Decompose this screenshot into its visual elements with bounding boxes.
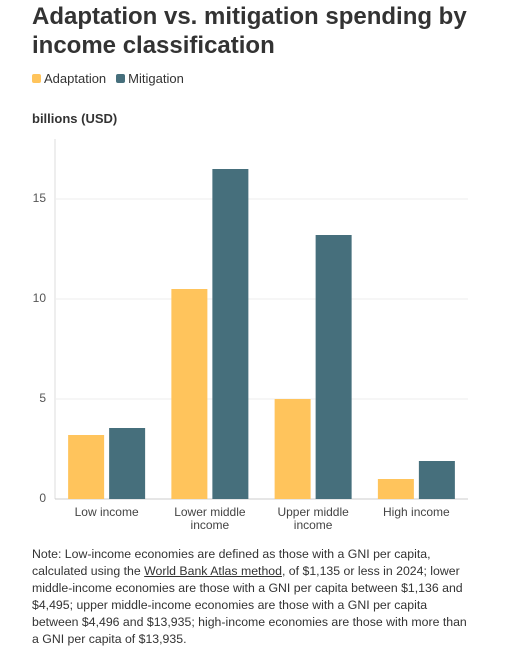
legend-item: Adaptation: [32, 71, 106, 86]
x-tick-label: Low income: [74, 505, 139, 519]
legend-label: Mitigation: [128, 71, 184, 86]
y-tick-label: 5: [39, 391, 46, 405]
y-tick-label: 15: [33, 191, 47, 205]
bar: [212, 169, 249, 499]
legend-item: Mitigation: [116, 71, 184, 86]
bar: [315, 235, 352, 499]
y-axis-label: billions (USD): [32, 111, 118, 126]
y-tick-label: 0: [39, 491, 46, 505]
note-text: Note: Low-income economies are defined a…: [32, 547, 431, 578]
bar: [274, 399, 311, 499]
chart-title: Adaptation vs. mitigation spending by in…: [32, 3, 467, 59]
x-tick-label: Upper middle income: [277, 505, 349, 532]
x-tick-label: Lower middle income: [174, 505, 246, 532]
bar: [68, 435, 105, 499]
bar: [377, 479, 414, 499]
note-text: , of $1,135 or less in 2024; lower middl…: [32, 564, 467, 646]
legend-swatch: [116, 74, 126, 83]
legend-swatch: [32, 74, 41, 83]
x-tick-label: High income: [383, 505, 450, 519]
note-link[interactable]: World Bank Atlas method: [144, 564, 282, 578]
legend-label: Adaptation: [44, 71, 107, 86]
bar: [418, 461, 455, 499]
y-tick-label: 10: [33, 291, 47, 305]
note: Note: Low-income economies are defined a…: [32, 546, 472, 648]
legend: Adaptation Mitigation: [32, 71, 184, 86]
bar: [171, 289, 208, 499]
bar: [109, 428, 146, 499]
